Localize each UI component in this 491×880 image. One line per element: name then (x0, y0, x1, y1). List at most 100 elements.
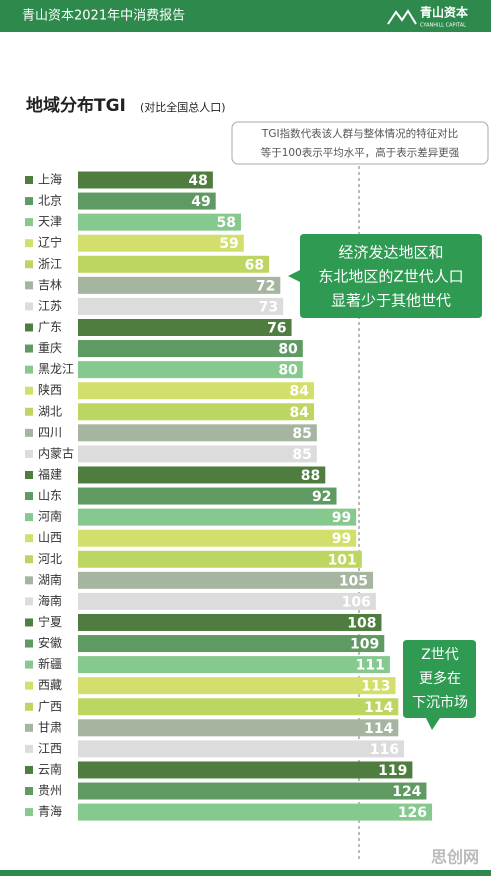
note-line: 等于100表示平均水平，高于表示差异更强 (261, 146, 460, 159)
legend-swatch (25, 702, 33, 711)
bar (78, 635, 385, 653)
bar (78, 803, 433, 821)
bar (78, 592, 376, 610)
value-label: 58 (216, 215, 235, 231)
value-label: 85 (292, 426, 311, 442)
bar (78, 276, 281, 294)
logo: 青山资本 (420, 5, 468, 20)
legend-swatch (25, 576, 33, 585)
value-label: 108 (347, 615, 376, 631)
category-label: 宁夏 (38, 614, 62, 629)
legend-swatch (25, 639, 33, 648)
callout-text: 显著少于其他世代 (331, 292, 451, 310)
bar (78, 740, 404, 758)
bar (78, 782, 427, 800)
legend-swatch (25, 787, 33, 796)
callout-text: Z世代 (421, 647, 459, 663)
legend-swatch (25, 302, 33, 311)
value-label: 126 (398, 805, 427, 821)
callout-text: 东北地区的Z世代人口 (318, 268, 463, 286)
report-title: 青山资本2021年中消费报告 (22, 9, 185, 24)
value-label: 59 (219, 236, 238, 252)
bar (78, 719, 399, 737)
value-label: 124 (392, 784, 421, 800)
legend-swatch (25, 513, 33, 522)
callout-bubble (403, 640, 476, 730)
legend-swatch (25, 723, 33, 732)
legend-swatch (25, 197, 33, 206)
legend-swatch (25, 365, 33, 374)
bar (78, 297, 284, 315)
value-label: 80 (278, 363, 298, 379)
value-label: 99 (332, 531, 351, 547)
category-label: 江苏 (38, 299, 62, 313)
category-label: 贵州 (38, 784, 62, 798)
value-label: 68 (245, 257, 264, 273)
value-label: 92 (312, 489, 331, 505)
category-label: 天津 (38, 215, 62, 229)
legend-swatch (25, 765, 33, 774)
value-label: 84 (290, 405, 310, 421)
legend-swatch (25, 281, 33, 290)
logo-sub: CYANHILL CAPITAL (420, 23, 466, 29)
legend-swatch (25, 660, 33, 669)
bar (78, 424, 317, 442)
bar (78, 382, 315, 400)
category-label: 广西 (38, 699, 62, 713)
legend-swatch (25, 449, 33, 458)
category-label: 辽宁 (38, 235, 62, 250)
legend-swatch (25, 470, 33, 479)
watermark: 思创网 (431, 848, 479, 867)
legend-swatch (25, 218, 33, 227)
category-label: 西藏 (38, 678, 62, 692)
legend-swatch (25, 260, 33, 269)
value-label: 84 (290, 384, 310, 400)
category-label: 吉林 (38, 278, 62, 292)
category-label: 山西 (38, 531, 62, 545)
bar (78, 171, 213, 189)
value-label: 48 (188, 173, 207, 189)
category-label: 四川 (38, 425, 62, 439)
value-label: 113 (361, 679, 390, 695)
category-label: 安徽 (38, 635, 62, 650)
bar (78, 213, 241, 231)
legend-swatch (25, 239, 33, 248)
legend-swatch (25, 597, 33, 606)
bar (78, 466, 326, 484)
callout-bubble (288, 234, 482, 318)
category-label: 浙江 (38, 257, 62, 271)
legend-swatch (25, 681, 33, 690)
value-label: 119 (378, 763, 407, 779)
category-label: 福建 (38, 466, 62, 481)
value-label: 114 (364, 700, 393, 716)
header-bar (0, 0, 491, 32)
category-label: 青海 (38, 804, 62, 819)
bar (78, 529, 357, 547)
callout-text: 经济发达地区和 (338, 244, 443, 262)
bar (78, 255, 270, 273)
bar (78, 487, 337, 505)
category-label: 北京 (38, 194, 62, 208)
category-label: 江西 (38, 741, 62, 755)
bar (78, 192, 216, 210)
bar (78, 234, 244, 252)
category-label: 陕西 (38, 382, 62, 397)
value-label: 73 (259, 299, 278, 315)
legend-swatch (25, 744, 33, 753)
value-label: 109 (350, 637, 379, 653)
category-label: 黑龙江 (38, 362, 74, 376)
chart-title: 地域分布TGI (26, 95, 126, 116)
bar (78, 571, 374, 589)
note-line: TGI指数代表该人群与整体情况的特征对比 (261, 127, 458, 140)
legend-swatch (25, 323, 33, 332)
legend-swatch (25, 386, 33, 395)
category-label: 河南 (38, 509, 62, 524)
bar (78, 677, 396, 695)
value-label: 111 (356, 658, 385, 674)
footer-bar (0, 870, 491, 876)
category-label: 重庆 (38, 341, 62, 355)
bar (78, 445, 317, 463)
category-label: 广东 (38, 320, 62, 334)
